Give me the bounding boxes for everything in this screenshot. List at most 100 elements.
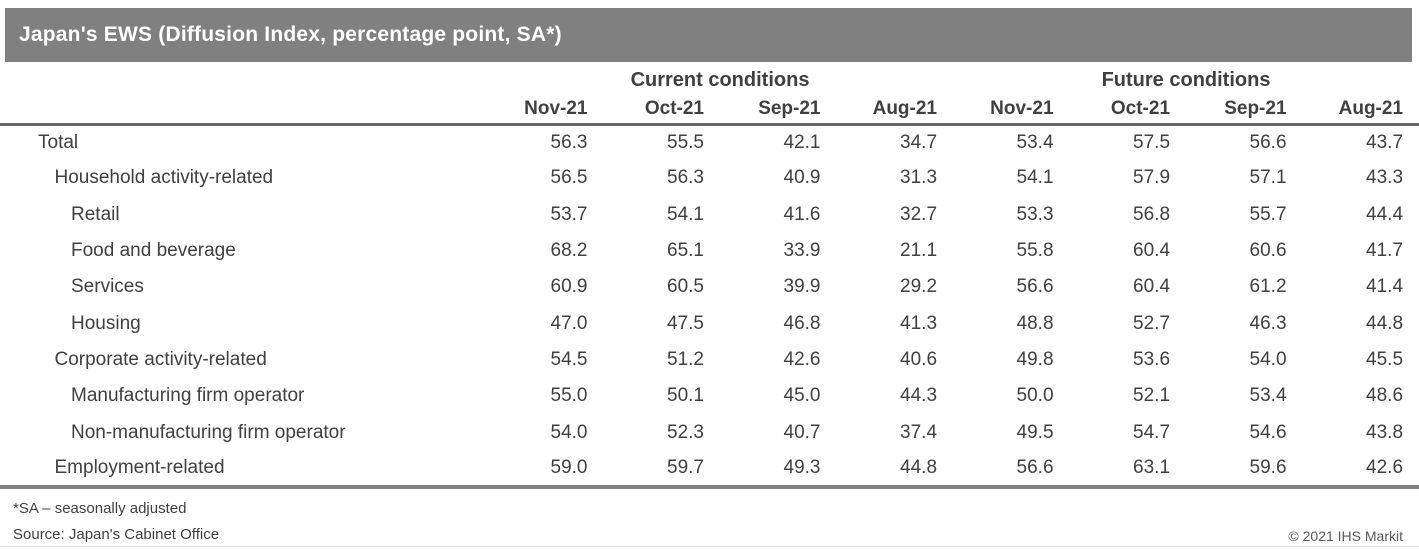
cell-value: 56.8 bbox=[1133, 203, 1171, 225]
table-row: Food and beverage 68.2 65.1 33.9 21.1 55.8 60… bbox=[0, 233, 1419, 269]
cell-value: 56.3 bbox=[667, 167, 704, 189]
cell-value: 46.8 bbox=[783, 312, 821, 334]
copyright-note: © 2021 IHS Markit bbox=[1288, 528, 1403, 544]
cell-value: 44.8 bbox=[900, 456, 938, 478]
column-header: Sep-21 bbox=[1224, 98, 1287, 120]
cell-value: 43.3 bbox=[1366, 167, 1404, 189]
table-row: Housing 47.0 47.5 46.8 41.3 48.8 52.7 46.3 44.8 bbox=[0, 305, 1419, 341]
cell-value: 60.4 bbox=[1133, 240, 1171, 262]
cell-value: 52.3 bbox=[667, 421, 704, 443]
table-row: Household activity-related 56.5 56.3 40.9 3… bbox=[0, 160, 1419, 196]
cell-value: 55.0 bbox=[550, 385, 588, 407]
month-header-row: Nov-21 Oct-21 Sep-21 Aug-21 Nov-21 Oct-2… bbox=[0, 96, 1419, 124]
column-header: Nov-21 bbox=[524, 98, 588, 120]
cell-value: 44.4 bbox=[1366, 203, 1404, 225]
cell-value: 21.1 bbox=[900, 240, 938, 262]
cell-value: 60.9 bbox=[550, 276, 588, 298]
cell-value: 59.6 bbox=[1249, 456, 1287, 478]
column-group-header-row: Current conditions Future conditions bbox=[0, 66, 1419, 96]
cell-value: 54.1 bbox=[1016, 167, 1054, 189]
cell-value: 53.4 bbox=[1249, 385, 1287, 407]
cell-value: 54.6 bbox=[1249, 421, 1287, 443]
cell-value: 45.5 bbox=[1366, 348, 1404, 370]
cell-value: 60.4 bbox=[1133, 276, 1171, 298]
column-header: Oct-21 bbox=[644, 98, 704, 120]
row-label: Housing bbox=[71, 312, 141, 334]
source-note: Source: Japan's Cabinet Office bbox=[13, 526, 220, 543]
empty-label-cell bbox=[0, 96, 487, 124]
cell-value: 39.9 bbox=[783, 276, 821, 298]
cell-value: 48.6 bbox=[1366, 385, 1404, 407]
cell-value: 56.3 bbox=[550, 131, 588, 153]
cell-value: 57.1 bbox=[1249, 167, 1287, 189]
cell-value: 54.7 bbox=[1133, 421, 1171, 443]
cell-value: 44.8 bbox=[1366, 312, 1404, 334]
cell-value: 60.5 bbox=[667, 276, 704, 298]
cell-value: 53.3 bbox=[1016, 203, 1054, 225]
table-row: Total 56.3 55.5 42.1 34.7 53.4 57.5 56.6 43.7 bbox=[0, 124, 1419, 160]
cell-value: 34.7 bbox=[900, 131, 938, 153]
cell-value: 50.0 bbox=[1016, 385, 1054, 407]
table-row: Corporate activity-related 54.5 51.2 42.6 4… bbox=[0, 342, 1419, 378]
row-label: Employment-related bbox=[54, 456, 225, 478]
cell-value: 41.6 bbox=[783, 203, 821, 225]
cell-value: 42.6 bbox=[783, 348, 821, 370]
cell-value: 31.3 bbox=[900, 167, 938, 189]
cell-value: 43.8 bbox=[1366, 421, 1404, 443]
cell-value: 56.5 bbox=[550, 167, 588, 189]
cell-value: 48.8 bbox=[1016, 312, 1054, 334]
cell-value: 54.1 bbox=[667, 203, 704, 225]
footnotes: *SA – seasonally adjusted Source: Japan'… bbox=[0, 492, 1419, 543]
row-label: Manufacturing firm operator bbox=[71, 385, 305, 407]
cell-value: 53.7 bbox=[550, 203, 588, 225]
table-title: Japan's EWS (Diffusion Index, percentage… bbox=[19, 23, 562, 46]
cell-value: 49.8 bbox=[1016, 348, 1054, 370]
cell-value: 41.4 bbox=[1366, 276, 1404, 298]
row-label: Services bbox=[71, 276, 144, 298]
cell-value: 56.6 bbox=[1016, 276, 1054, 298]
cell-value: 43.7 bbox=[1366, 131, 1404, 153]
cell-value: 41.7 bbox=[1366, 240, 1404, 262]
table-row: Retail 53.7 54.1 41.6 32.7 53.3 56.8 55.7 44.4 bbox=[0, 197, 1419, 233]
cell-value: 32.7 bbox=[900, 203, 938, 225]
cell-value: 46.3 bbox=[1249, 312, 1287, 334]
cell-value: 41.3 bbox=[900, 312, 938, 334]
cell-value: 44.3 bbox=[900, 385, 938, 407]
cell-value: 56.6 bbox=[1249, 131, 1287, 153]
cell-value: 49.3 bbox=[783, 456, 821, 478]
cell-value: 61.2 bbox=[1249, 276, 1287, 298]
cell-value: 49.5 bbox=[1016, 421, 1054, 443]
bottom-divider bbox=[0, 546, 1419, 547]
cell-value: 53.6 bbox=[1133, 348, 1171, 370]
cell-value: 53.4 bbox=[1016, 131, 1054, 153]
row-label: Retail bbox=[71, 203, 120, 225]
cell-value: 54.5 bbox=[550, 348, 588, 370]
cell-value: 57.9 bbox=[1133, 167, 1171, 189]
row-label: Corporate activity-related bbox=[54, 348, 267, 370]
cell-value: 33.9 bbox=[783, 240, 821, 262]
cell-value: 54.0 bbox=[1249, 348, 1287, 370]
row-label: Total bbox=[38, 131, 79, 153]
cell-value: 54.0 bbox=[550, 421, 588, 443]
cell-value: 68.2 bbox=[550, 240, 588, 262]
sa-footnote: *SA – seasonally adjusted bbox=[13, 500, 187, 517]
cell-value: 52.7 bbox=[1133, 312, 1171, 334]
table-row: Employment-related 59.0 59.7 49.3 44.8 56.6 6… bbox=[0, 451, 1419, 487]
row-label: Household activity-related bbox=[54, 167, 274, 189]
cell-value: 63.1 bbox=[1133, 456, 1171, 478]
cell-value: 51.2 bbox=[667, 348, 704, 370]
column-header: Aug-21 bbox=[872, 98, 938, 120]
cell-value: 59.0 bbox=[550, 456, 588, 478]
group-header-current-conditions: Current conditions bbox=[630, 68, 810, 91]
cell-value: 60.6 bbox=[1249, 240, 1287, 262]
column-header: Oct-21 bbox=[1110, 98, 1171, 120]
cell-value: 52.1 bbox=[1133, 385, 1171, 407]
cell-value: 40.6 bbox=[900, 348, 938, 370]
group-header-future-conditions: Future conditions bbox=[1101, 68, 1271, 91]
cell-value: 50.1 bbox=[667, 385, 704, 407]
cell-value: 40.9 bbox=[783, 167, 821, 189]
cell-value: 47.0 bbox=[550, 312, 588, 334]
column-header: Aug-21 bbox=[1338, 98, 1404, 120]
table-row: Non-manufacturing firm operator 54.0 52.3… bbox=[0, 414, 1419, 450]
